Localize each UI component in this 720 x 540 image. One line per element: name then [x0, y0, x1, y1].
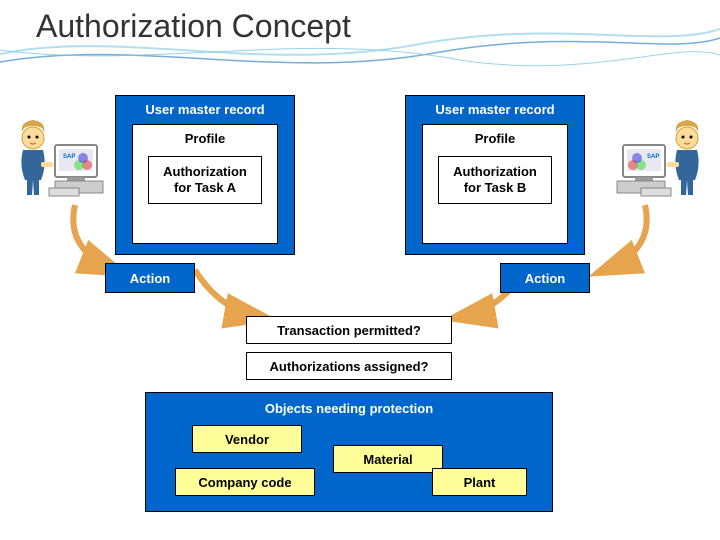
- svg-text:SAP: SAP: [647, 154, 659, 160]
- right-auth-box: Authorization for Task B: [438, 156, 552, 204]
- right-auth-line2: for Task B: [464, 180, 527, 196]
- plant-label: Plant: [464, 475, 496, 490]
- company-code-label: Company code: [198, 475, 291, 490]
- user-computer-icon-right: SAP: [615, 110, 705, 200]
- right-profile-label: Profile: [423, 131, 567, 146]
- left-auth-line2: for Task A: [174, 180, 236, 196]
- company-code-box: Company code: [175, 468, 315, 496]
- page-title: Authorization Concept: [36, 8, 351, 45]
- transaction-label: Transaction permitted?: [277, 323, 421, 338]
- action-box-left: Action: [105, 263, 195, 293]
- material-label: Material: [363, 452, 412, 467]
- plant-box: Plant: [432, 468, 527, 496]
- action-label-left: Action: [130, 271, 170, 286]
- right-user-master-label: User master record: [406, 102, 584, 117]
- left-user-master-label: User master record: [116, 102, 294, 117]
- action-box-right: Action: [500, 263, 590, 293]
- vendor-label: Vendor: [225, 432, 269, 447]
- left-profile-label: Profile: [133, 131, 277, 146]
- left-auth-line1: Authorization: [163, 164, 247, 180]
- transaction-box: Transaction permitted?: [246, 316, 452, 344]
- left-auth-box: Authorization for Task A: [148, 156, 262, 204]
- objects-heading: Objects needing protection: [146, 401, 552, 416]
- authorizations-box: Authorizations assigned?: [246, 352, 452, 380]
- user-computer-icon-left: SAP: [15, 110, 105, 200]
- authorizations-label: Authorizations assigned?: [270, 359, 429, 374]
- svg-text:SAP: SAP: [63, 154, 75, 160]
- action-label-right: Action: [525, 271, 565, 286]
- vendor-box: Vendor: [192, 425, 302, 453]
- right-auth-line1: Authorization: [453, 164, 537, 180]
- material-box: Material: [333, 445, 443, 473]
